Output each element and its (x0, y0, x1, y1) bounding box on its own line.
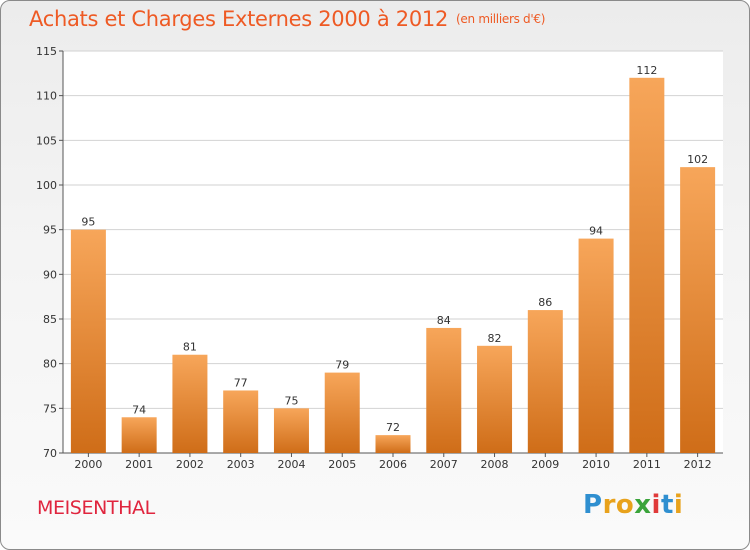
y-tick-label: 80 (43, 358, 57, 371)
y-tick-label: 95 (43, 224, 57, 237)
bar-2006 (375, 435, 411, 453)
data-label: 74 (132, 403, 146, 416)
bar-2010 (578, 238, 614, 453)
data-label: 94 (589, 225, 603, 238)
y-tick-label: 70 (43, 447, 57, 460)
x-tick-label: 2011 (633, 458, 661, 471)
data-label: 84 (437, 314, 451, 327)
y-tick-label: 100 (36, 179, 57, 192)
x-tick-label: 2007 (430, 458, 458, 471)
x-tick-label: 2003 (227, 458, 255, 471)
chart-title-text: Achats et Charges Externes 2000 à 2012 (29, 7, 449, 31)
bar-2002 (172, 354, 208, 453)
y-tick-label: 90 (43, 268, 57, 281)
x-tick-label: 2001 (125, 458, 153, 471)
chart-title: Achats et Charges Externes 2000 à 2012 (e… (29, 7, 545, 31)
bar-2001 (121, 417, 157, 453)
data-label: 77 (234, 376, 248, 389)
x-tick-label: 2002 (176, 458, 204, 471)
data-label: 81 (183, 341, 197, 354)
chart-unit: (en milliers d'€) (456, 12, 546, 26)
bar-2000 (70, 229, 106, 453)
data-label: 72 (386, 421, 400, 434)
bar-2011 (629, 77, 665, 454)
y-tick-label: 75 (43, 402, 57, 415)
bar-2008 (477, 345, 513, 453)
data-label: 112 (636, 64, 657, 77)
y-tick-label: 110 (36, 90, 57, 103)
proxiti-logo: Proxiti (583, 490, 684, 520)
x-tick-label: 2010 (582, 458, 610, 471)
x-tick-label: 2005 (328, 458, 356, 471)
x-tick-label: 2004 (277, 458, 305, 471)
x-tick-label: 2006 (379, 458, 407, 471)
bar-2005 (324, 372, 360, 453)
city-name: MEISENTHAL (37, 497, 155, 519)
data-label: 79 (335, 359, 349, 372)
bar-2012 (680, 167, 716, 453)
data-label: 102 (687, 153, 708, 166)
plot-area (63, 51, 723, 453)
x-tick-label: 2008 (481, 458, 509, 471)
data-label: 86 (538, 296, 552, 309)
x-tick-label: 2009 (531, 458, 559, 471)
data-label: 95 (81, 216, 95, 229)
data-label: 82 (488, 332, 502, 345)
y-tick-label: 85 (43, 313, 57, 326)
x-tick-label: 2012 (684, 458, 712, 471)
data-label: 75 (284, 394, 298, 407)
y-tick-label: 105 (36, 134, 57, 147)
x-tick-label: 2000 (74, 458, 102, 471)
bar-2003 (223, 390, 259, 453)
bar-2007 (426, 327, 462, 453)
bar-2009 (527, 310, 563, 453)
y-tick-label: 115 (36, 45, 57, 58)
bar-2004 (273, 408, 309, 453)
